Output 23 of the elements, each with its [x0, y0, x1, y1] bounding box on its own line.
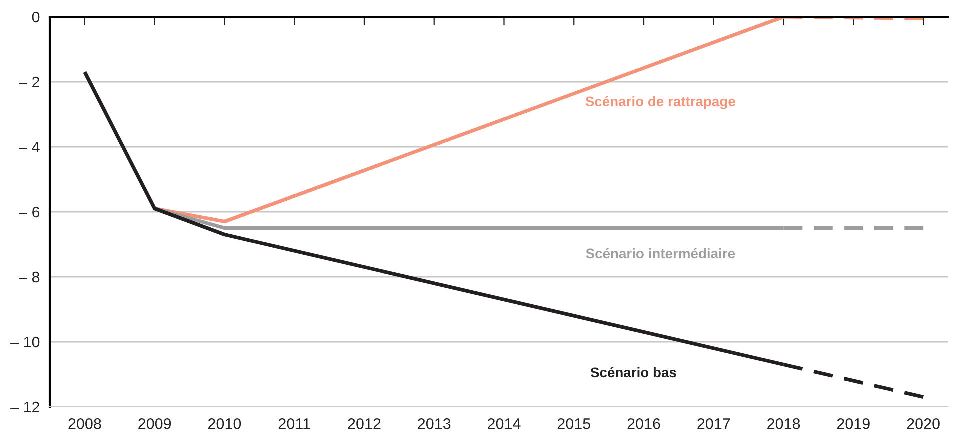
y-tick-label: – 10 [10, 336, 40, 348]
x-tick-label: 2008 [68, 418, 102, 430]
x-tick-label: 2018 [768, 418, 800, 430]
series-label: Scénario intermédiaire [586, 248, 736, 259]
x-tick-label: 2019 [837, 418, 870, 430]
x-tick-label: 2015 [558, 418, 590, 430]
y-tick-label: – 6 [19, 206, 40, 218]
x-tick-label: 2012 [348, 418, 381, 430]
x-tick-label: 2020 [907, 418, 940, 430]
x-tick-label: 2016 [628, 418, 660, 430]
y-tick-label: – 2 [19, 76, 40, 88]
y-tick-label: 0 [32, 12, 40, 23]
x-tick-label: 2013 [418, 418, 451, 430]
x-tick-label: 2010 [208, 418, 242, 430]
y-tick-label: – 12 [10, 402, 40, 413]
y-tick-label: – 4 [19, 142, 40, 153]
series-label: Scénario de rattrapage [586, 96, 736, 110]
series-label: Scénario bas [590, 367, 676, 378]
x-tick-label: 2009 [138, 418, 172, 430]
x-tick-label: 2011 [278, 418, 310, 430]
y-tick-label: – 8 [19, 272, 40, 283]
x-tick-label: 2017 [698, 418, 730, 430]
x-tick-label: 2014 [488, 418, 521, 430]
